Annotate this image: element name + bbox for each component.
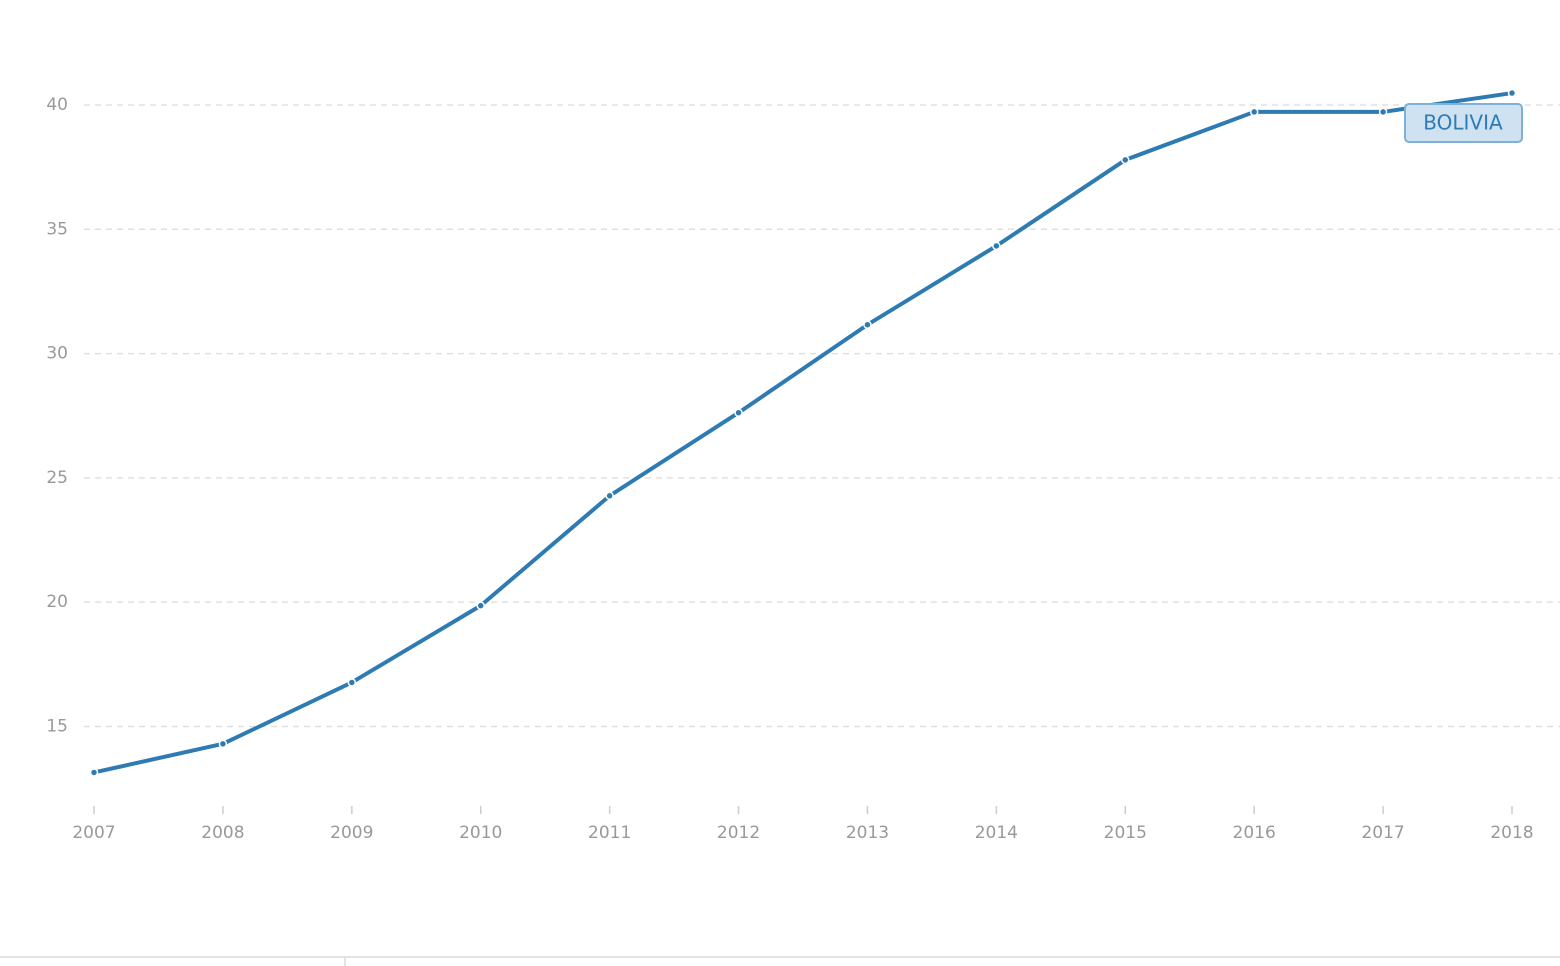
series-label: BOLIVIA: [1404, 103, 1523, 143]
x-tick-label: 2008: [201, 823, 244, 843]
x-tick-label: 2016: [1233, 823, 1276, 843]
data-point: [1249, 107, 1259, 117]
series-label-box: [1404, 103, 1523, 143]
x-tick-label: 2007: [72, 823, 115, 843]
data-point: [992, 241, 1001, 251]
x-tick-label: 2009: [330, 823, 373, 843]
y-tick-label: 40: [46, 95, 68, 115]
series-label-text: BOLIVIA: [1423, 111, 1503, 135]
data-point: [1378, 107, 1388, 117]
x-tick-label: 2012: [717, 823, 760, 843]
data-point: [476, 601, 485, 610]
x-tick-label: 2015: [1104, 823, 1147, 843]
y-tick-label: 15: [46, 716, 68, 736]
data-point: [347, 678, 357, 687]
x-tick-label: 2017: [1361, 823, 1404, 843]
y-tick-label: 35: [46, 219, 68, 239]
y-tick-label: 25: [46, 468, 68, 488]
x-tick-label: 2018: [1490, 823, 1533, 843]
y-tick-label: 30: [46, 344, 68, 364]
data-point: [734, 408, 743, 417]
series-line: [93, 91, 1513, 775]
x-tick-label: 2013: [846, 823, 889, 843]
data-point: [218, 739, 228, 749]
x-tick-label: 2010: [459, 823, 502, 843]
data-point: [89, 768, 99, 777]
x-tick-label: 2011: [588, 823, 631, 843]
y-tick-label: 20: [46, 592, 68, 612]
data-point: [605, 491, 614, 501]
data-point: [1507, 88, 1517, 98]
data-point: [1121, 155, 1130, 165]
data-point: [863, 320, 872, 329]
x-tick-label: 2014: [975, 823, 1018, 843]
